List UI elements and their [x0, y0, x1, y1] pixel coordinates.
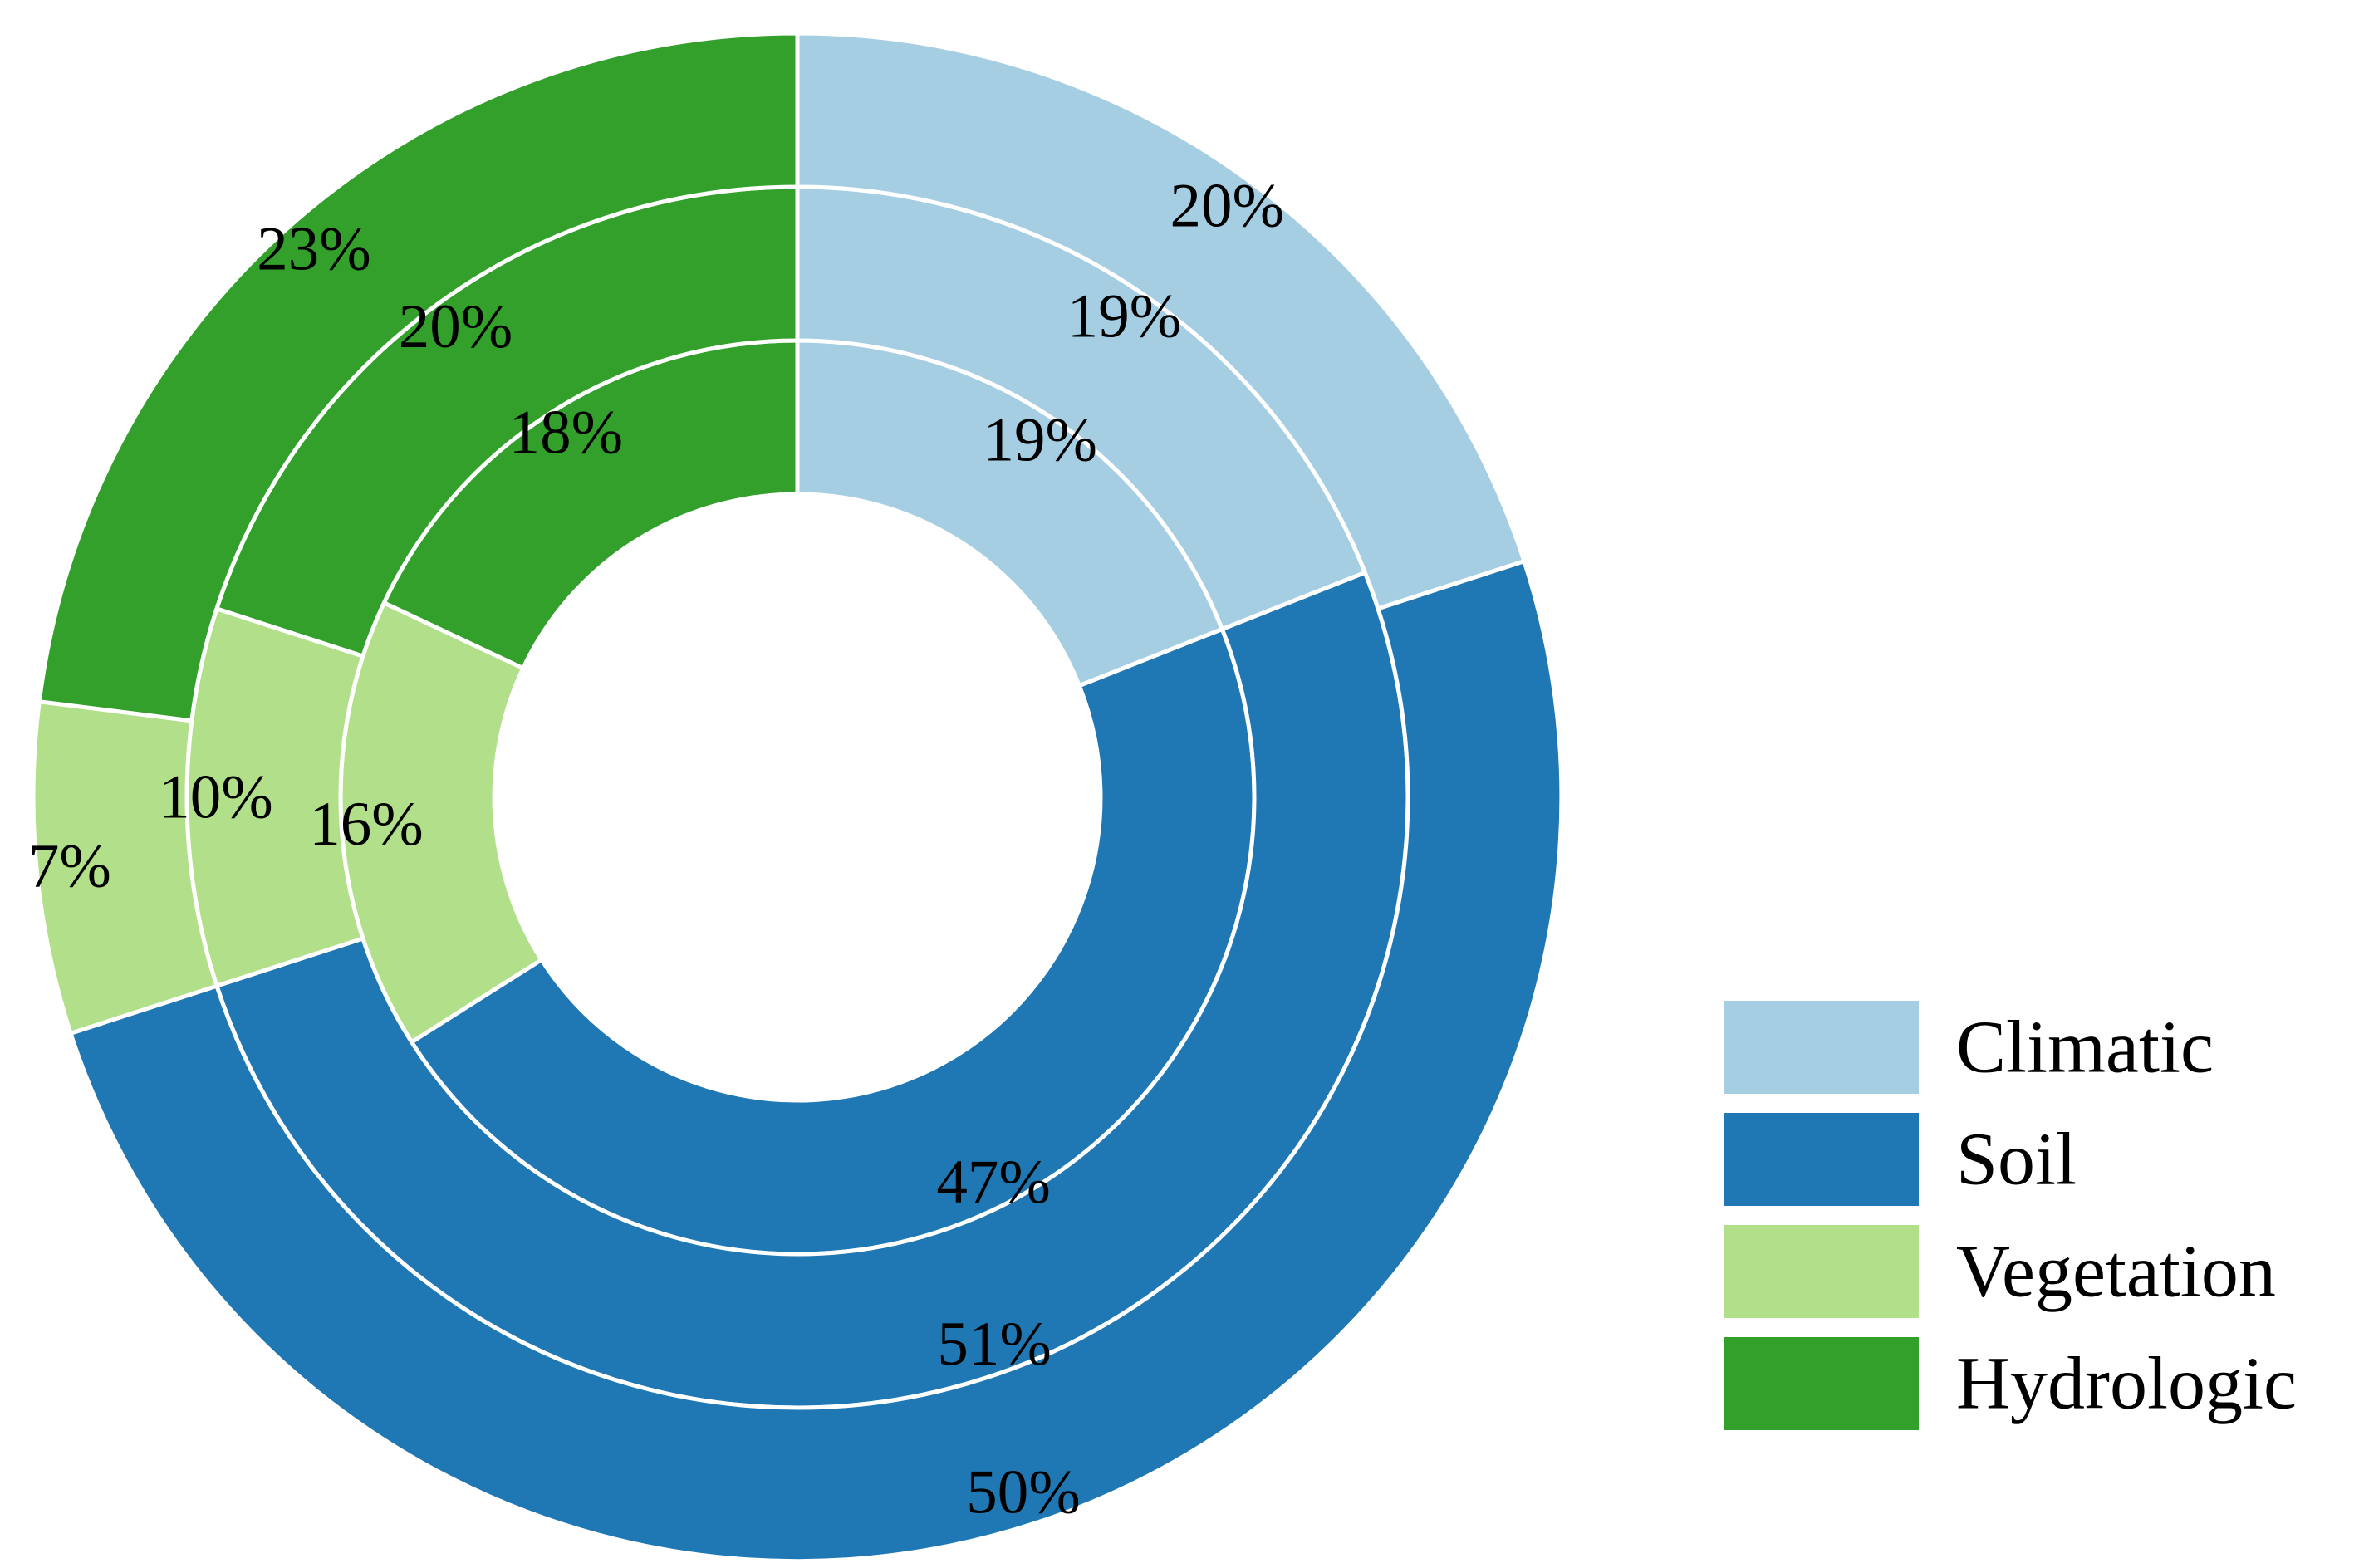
legend-label-soil: Soil [1956, 1119, 2077, 1201]
outer-ring-slice-soil [67, 558, 1564, 1563]
legend: Climatic Soil Vegetation Hydrologic [1724, 1001, 2297, 1430]
inner-ring-label-hydrologic: 18% [509, 398, 623, 467]
legend-label-hydrologic: Hydrologic [1956, 1343, 2297, 1425]
inner-ring-label-climatic: 19% [983, 405, 1097, 474]
legend-swatch-hydrologic [1724, 1337, 1919, 1430]
legend-swatch-vegetation [1724, 1225, 1919, 1318]
outer-ring-label-hydrologic: 23% [257, 214, 370, 283]
labels-layer: 19% 47% 16% 18% 19% 51% 10% 20% 20% 50% 7% 23% [28, 172, 1284, 1527]
rings-layer [31, 31, 1564, 1563]
middle-ring-label-soil: 51% [937, 1310, 1051, 1379]
outer-ring-slice-climatic [795, 31, 1528, 612]
legend-label-climatic: Climatic [1956, 1007, 2214, 1089]
outer-ring-slice-hydrologic [37, 31, 800, 723]
legend-label-vegetation: Vegetation [1956, 1231, 2276, 1313]
outer-ring-label-vegetation: 7% [28, 831, 111, 900]
inner-ring-label-vegetation: 16% [309, 790, 423, 859]
legend-swatch-soil [1724, 1113, 1919, 1206]
legend-swatch-climatic [1724, 1001, 1919, 1094]
inner-ring-label-soil: 47% [936, 1148, 1050, 1217]
middle-ring-label-hydrologic: 20% [399, 292, 513, 361]
middle-ring-label-climatic: 19% [1067, 282, 1181, 351]
outer-ring-label-climatic: 20% [1170, 172, 1284, 241]
middle-ring-label-vegetation: 10% [159, 763, 272, 832]
outer-ring-label-soil: 50% [966, 1458, 1080, 1526]
